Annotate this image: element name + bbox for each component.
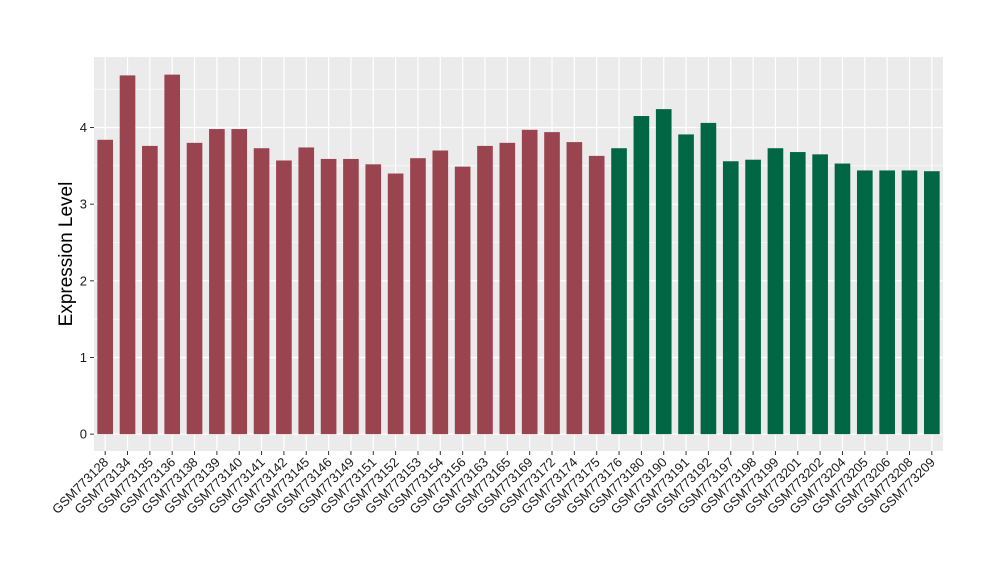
bar-GSM773135: [142, 145, 158, 435]
bar-GSM773146: [320, 158, 337, 435]
bar-GSM773165: [499, 142, 516, 435]
y-axis-title: Expression Level: [56, 182, 77, 327]
y-tick-label: 3: [80, 197, 87, 212]
bar-GSM773145: [298, 147, 315, 435]
bar-GSM773208: [901, 170, 918, 435]
bar-GSM773192: [700, 122, 717, 435]
bar-GSM773169: [521, 129, 538, 435]
bar-GSM773190: [655, 109, 672, 435]
bar-GSM773174: [566, 142, 583, 435]
bar-GSM773140: [231, 129, 248, 435]
bar-GSM773136: [164, 74, 181, 435]
bar-GSM773151: [365, 164, 382, 435]
bar-GSM773180: [633, 116, 650, 435]
bar-GSM773176: [611, 148, 627, 435]
bar-GSM773149: [343, 158, 359, 435]
bar-GSM773128: [97, 139, 113, 435]
bar-GSM773156: [454, 166, 471, 435]
bar-GSM773205: [856, 170, 873, 435]
bar-GSM773138: [186, 142, 203, 435]
bar-GSM773141: [253, 148, 270, 435]
bar-GSM773142: [276, 160, 292, 435]
bar-GSM773175: [588, 155, 605, 435]
bar-GSM773163: [477, 145, 493, 435]
bar-GSM773153: [410, 158, 426, 435]
bar-GSM773199: [767, 148, 784, 435]
bar-GSM773201: [789, 152, 806, 435]
y-tick-label: 0: [80, 427, 87, 442]
y-tick-label: 1: [80, 350, 87, 365]
bar-GSM773197: [722, 161, 739, 435]
bar-GSM773198: [745, 159, 761, 435]
bar-GSM773134: [119, 75, 136, 435]
y-tick-label: 4: [80, 120, 87, 135]
bar-GSM773139: [209, 129, 225, 435]
bar-GSM773172: [544, 132, 560, 435]
bar-GSM773209: [924, 171, 940, 435]
y-axis: 0 1 2 3 4: [80, 120, 94, 442]
bars: [97, 74, 940, 435]
bar-GSM773152: [387, 173, 404, 435]
bar-GSM773191: [678, 134, 694, 435]
x-axis: GSM773128GSM773134GSM773135GSM773136GSM7…: [49, 451, 938, 517]
bar-GSM773206: [879, 170, 895, 435]
bar-GSM773204: [834, 163, 851, 435]
bar-GSM773154: [432, 150, 449, 435]
y-tick-label: 2: [80, 273, 87, 288]
bar-GSM773202: [812, 154, 828, 435]
